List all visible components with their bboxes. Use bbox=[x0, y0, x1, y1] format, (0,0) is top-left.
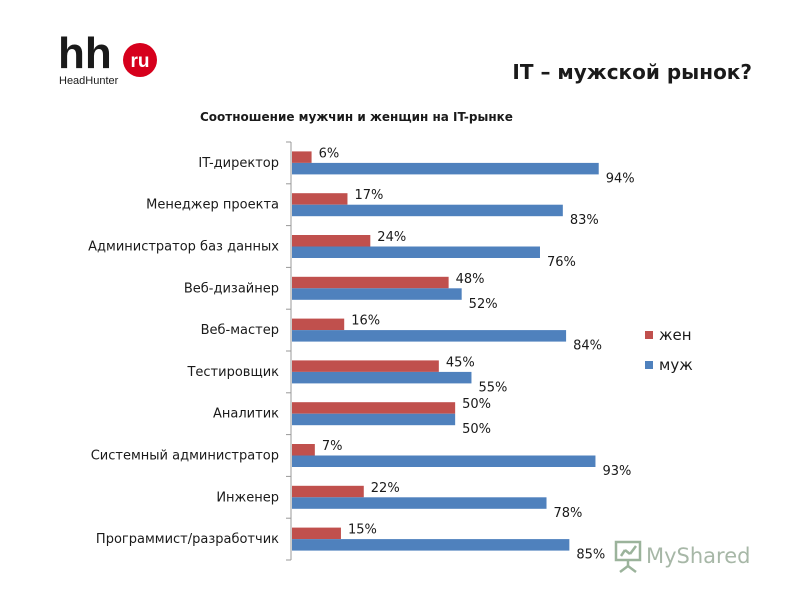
logo-badge-circle bbox=[123, 43, 157, 77]
category-label: Веб-мастер bbox=[201, 323, 279, 338]
data-label-жен: 16% bbox=[351, 314, 380, 329]
data-label-муж: 52% bbox=[469, 297, 498, 312]
data-label-жен: 24% bbox=[377, 230, 406, 245]
data-label-жен: 50% bbox=[462, 397, 491, 412]
data-label-муж: 76% bbox=[547, 255, 576, 270]
bar-жен bbox=[292, 318, 345, 331]
bar-муж bbox=[292, 162, 599, 175]
headhunter-logo: hh ru HeadHunter bbox=[58, 32, 157, 87]
bar-муж bbox=[292, 330, 567, 342]
category-label: Системный администратор bbox=[91, 449, 279, 464]
legend-swatch-муж bbox=[645, 361, 653, 369]
data-label-муж: 50% bbox=[462, 422, 491, 437]
category-label: IT-директор bbox=[198, 156, 279, 171]
chart-title: Соотношение мужчин и женщин на IT-рынке bbox=[200, 110, 513, 124]
data-label-жен: 15% bbox=[348, 523, 377, 538]
bar-жен bbox=[292, 276, 449, 289]
category-label: Менеджер проекта bbox=[146, 198, 279, 213]
bar-жен bbox=[292, 444, 315, 456]
bar-муж bbox=[292, 288, 462, 300]
bar-жен bbox=[292, 527, 341, 540]
data-label-жен: 17% bbox=[354, 188, 383, 203]
data-label-жен: 6% bbox=[319, 146, 340, 161]
data-label-муж: 85% bbox=[576, 548, 605, 563]
data-label-жен: 22% bbox=[371, 481, 400, 496]
data-label-муж: 55% bbox=[478, 380, 507, 395]
watermark-text: MyShared bbox=[646, 544, 750, 568]
page-title: IT – мужской рынок? bbox=[512, 60, 752, 84]
bar-муж bbox=[292, 413, 456, 426]
myshared-watermark: MyShared bbox=[614, 540, 750, 573]
bar-муж bbox=[292, 204, 563, 217]
bar-муж bbox=[292, 246, 540, 258]
bar-жен bbox=[292, 402, 456, 414]
bar-жен bbox=[292, 193, 348, 205]
bar-муж bbox=[292, 497, 547, 509]
data-label-муж: 83% bbox=[570, 213, 599, 228]
presentation-board-icon bbox=[614, 540, 642, 573]
category-label: Веб-дизайнер bbox=[184, 281, 279, 296]
data-label-муж: 78% bbox=[554, 506, 583, 521]
legend-label-муж: муж bbox=[659, 356, 693, 374]
bar-муж bbox=[292, 371, 472, 384]
logo-subtitle: HeadHunter bbox=[59, 75, 119, 87]
data-label-муж: 93% bbox=[602, 464, 631, 479]
category-label: Аналитик bbox=[213, 407, 279, 422]
legend-label-жен: жен bbox=[659, 326, 692, 344]
data-label-жен: 7% bbox=[322, 439, 343, 454]
data-label-жен: 48% bbox=[456, 272, 485, 287]
data-label-жен: 45% bbox=[446, 355, 475, 370]
logo-badge-text: ru bbox=[131, 51, 150, 72]
category-label: Программист/разработчик bbox=[96, 532, 279, 547]
logo-hh-text: hh bbox=[58, 32, 112, 78]
category-label: Тестировщик bbox=[186, 365, 279, 380]
data-label-муж: 94% bbox=[606, 171, 635, 186]
legend-swatch-жен bbox=[645, 331, 653, 339]
category-label: Инженер bbox=[216, 490, 279, 505]
bar-жен bbox=[292, 235, 371, 247]
bar-жен bbox=[292, 360, 439, 372]
bar-муж bbox=[292, 539, 570, 551]
data-label-муж: 84% bbox=[573, 339, 602, 354]
bar-муж bbox=[292, 455, 596, 467]
category-label: Администратор баз данных bbox=[88, 240, 279, 255]
bar-жен bbox=[292, 151, 312, 163]
bar-жен bbox=[292, 485, 364, 498]
